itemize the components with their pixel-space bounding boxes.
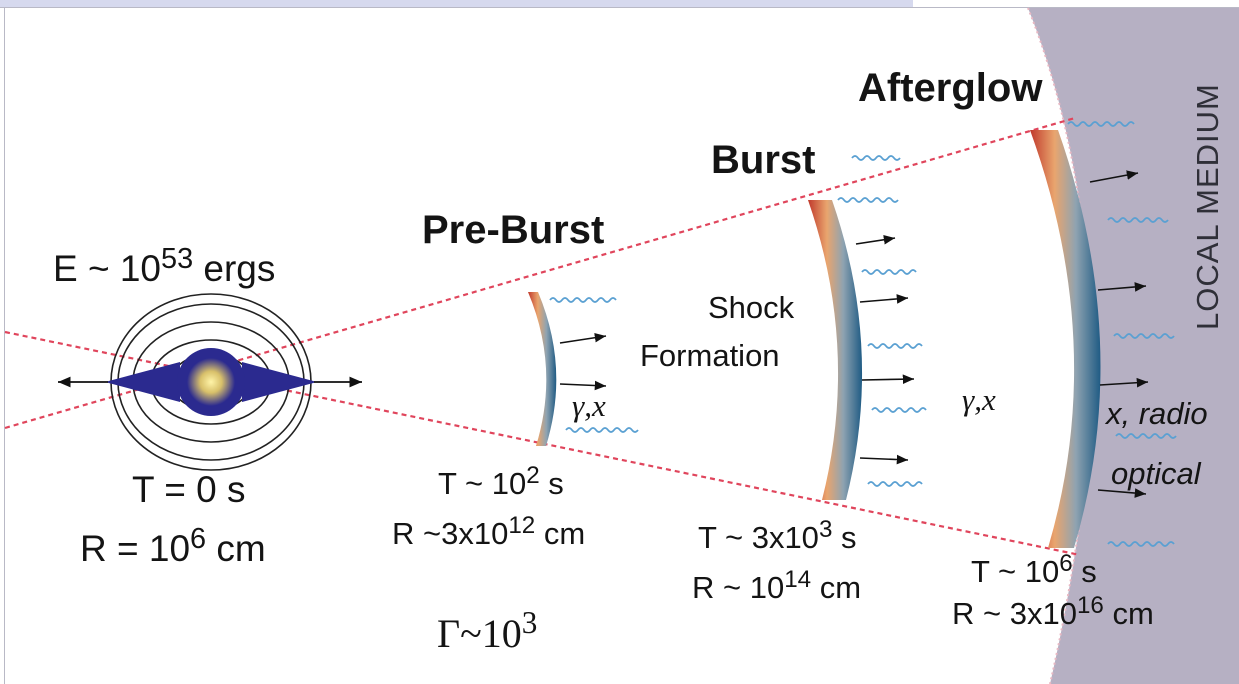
afterglow-radius-label: R ~ 3x1016 cm	[952, 592, 1154, 631]
photon-wave	[1115, 433, 1177, 439]
preburst-radius-label: R ~3x1012 cm	[392, 512, 586, 551]
burst-shell	[808, 200, 863, 500]
afterglow-emission-line1: x, radio	[1106, 396, 1208, 431]
burst-note-line1: Shock	[708, 290, 795, 325]
burst-title: Burst	[711, 138, 816, 182]
photon-wave	[867, 343, 923, 349]
photon-wave	[549, 297, 617, 303]
preburst-arrows	[559, 332, 607, 391]
burst-emission-label: γ,x	[962, 382, 996, 417]
source-energy-label: E ~ 1053 ergs	[53, 243, 276, 289]
burst-arrows	[855, 234, 915, 465]
jet-left	[105, 362, 180, 402]
photon-wave	[867, 481, 923, 487]
window-top-bar	[0, 0, 913, 7]
photon-wave	[565, 427, 639, 433]
photon-wave	[837, 197, 899, 203]
afterglow-arrows	[1089, 170, 1149, 498]
frame-top-border	[0, 7, 1239, 8]
photon-wave	[1067, 121, 1135, 127]
photon-wave	[1107, 541, 1175, 547]
preburst-shell	[528, 292, 557, 446]
lorentz-factor-label: Γ~103	[437, 604, 538, 656]
source-time-label: T = 0 s	[132, 469, 246, 510]
afterglow-shell	[1030, 130, 1101, 548]
burst-note-line2: Formation	[640, 338, 780, 373]
preburst-time-label: T ~ 102 s	[438, 462, 564, 501]
local-medium-label: LOCAL MEDIUM	[1190, 83, 1225, 330]
photon-wave	[861, 269, 917, 275]
photon-wave	[1113, 333, 1175, 339]
photon-wave	[871, 407, 927, 413]
preburst-title: Pre-Burst	[422, 208, 605, 252]
preburst-emission-label: γ,x	[572, 388, 606, 423]
afterglow-emission-line2: optical	[1111, 456, 1201, 491]
photon-waves	[549, 121, 1177, 547]
afterglow-time-label: T ~ 106 s	[971, 550, 1097, 589]
cone-upper-line	[4, 116, 1076, 430]
photon-wave	[1107, 217, 1169, 223]
burst-radius-label: R ~ 1014 cm	[692, 566, 862, 605]
source-radius-label: R = 106 cm	[80, 523, 266, 569]
central-engine-glow	[187, 358, 235, 406]
jet-right	[242, 362, 317, 402]
afterglow-title: Afterglow	[858, 66, 1043, 110]
photon-wave	[851, 155, 901, 161]
frame-left-border	[4, 7, 5, 684]
burst-time-label: T ~ 3x103 s	[698, 516, 857, 555]
